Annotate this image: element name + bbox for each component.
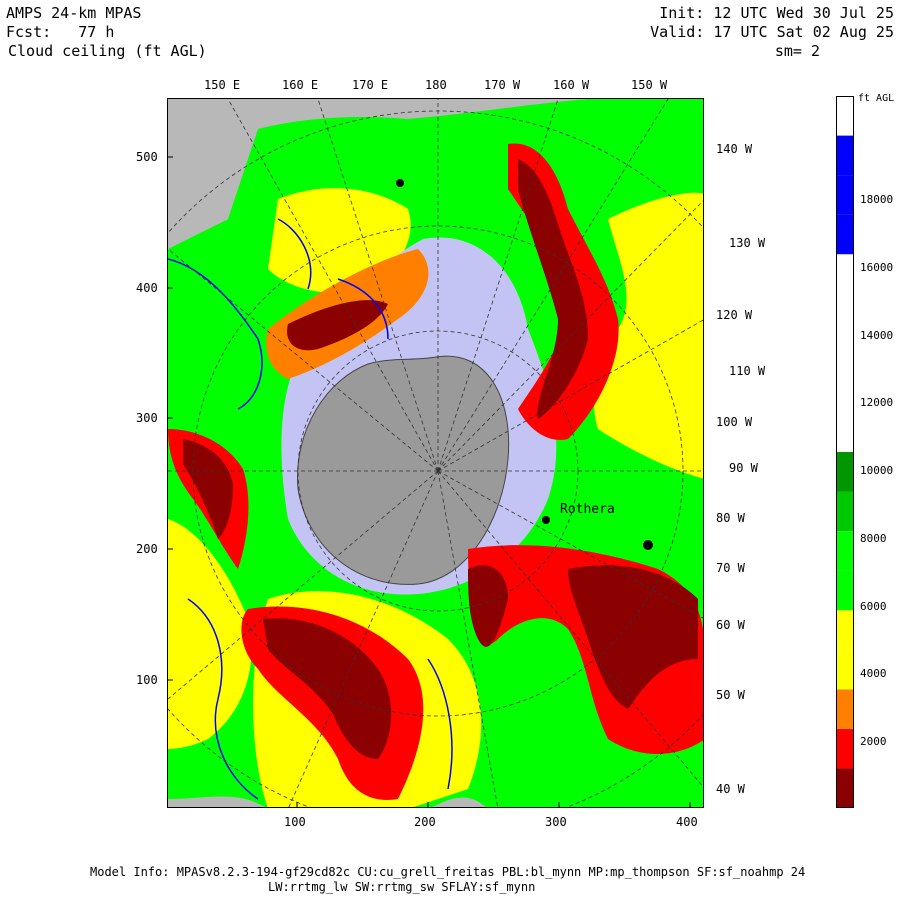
colorbar-segment (836, 649, 854, 690)
x-tick-label: 200 (414, 815, 436, 829)
colorbar-segment (836, 96, 854, 136)
colorbar-segment (836, 570, 854, 611)
colorbar-label: 2000 (860, 735, 887, 748)
lon-label-right: 60 W (716, 618, 745, 632)
colorbar-label: 6000 (860, 600, 887, 613)
product-title: AMPS 24-km MPAS (6, 4, 142, 22)
model-info-line1: Model Info: MPASv8.2.3-194-gf29cd82c CU:… (90, 865, 806, 879)
y-tick-label: 100 (136, 673, 158, 687)
yellow-region-west (168, 519, 252, 749)
map-panel: Rothera (167, 98, 704, 808)
lon-label-right: 140 W (716, 142, 753, 156)
colorbar-unit: ft AGL (858, 93, 895, 104)
lon-label-top: 150 E (204, 78, 241, 92)
colorbar-segment (836, 689, 854, 729)
colorbar-segment (836, 175, 854, 215)
colorbar-label: 12000 (860, 396, 894, 409)
antarctic-continent (297, 355, 510, 585)
lon-label-top: 170 W (484, 78, 521, 92)
colorbar-segment (836, 372, 854, 413)
colorbar-segment (836, 293, 854, 334)
colorbar-segment (836, 135, 854, 176)
lon-label-right: 90 W (729, 461, 758, 475)
lon-label-top: 180 (425, 78, 447, 92)
valid-time: Valid: 17 UTC Sat 02 Aug 25 (650, 23, 894, 41)
colorbar-label: 10000 (860, 464, 894, 477)
colorbar-segment (836, 610, 854, 650)
station-marker-east (643, 540, 653, 550)
colorbar-segment (836, 254, 854, 294)
smoothing-label: sm= 2 (774, 42, 820, 60)
x-tick-label: 100 (284, 815, 306, 829)
darkred-streak-west (183, 439, 233, 539)
lon-label-top: 150 W (631, 78, 668, 92)
lon-label-top: 170 E (352, 78, 389, 92)
y-tick-label: 300 (136, 411, 158, 425)
lon-label-top: 160 E (282, 78, 319, 92)
lon-label-right: 100 W (716, 415, 753, 429)
colorbar-border (836, 96, 854, 808)
colorbar-label: 8000 (860, 532, 887, 545)
lon-label-right: 130 W (729, 236, 766, 250)
lon-label-top: 160 W (553, 78, 590, 92)
darkred-core-southeast (568, 565, 698, 709)
init-time: Init: 12 UTC Wed 30 Jul 25 (659, 4, 894, 22)
x-tick-label: 400 (676, 815, 698, 829)
colorbar-segment (836, 214, 854, 255)
forecast-hour: Fcst: 77 h (6, 23, 115, 41)
y-tick-label: 200 (136, 542, 158, 556)
colorbar-segment (836, 491, 854, 532)
colorbar-segment (836, 531, 854, 571)
x-tick-label: 300 (545, 815, 567, 829)
colorbar-segment (836, 452, 854, 492)
lon-label-right: 80 W (716, 511, 745, 525)
darkred-core-southwest (263, 618, 392, 759)
colorbar-segment (836, 728, 854, 769)
cloud-ceiling-map: Rothera (168, 99, 703, 807)
station-label-rothera: Rothera (560, 502, 615, 517)
colorbar-label: 16000 (860, 261, 894, 274)
lon-label-right: 50 W (716, 688, 745, 702)
colorbar-label: 14000 (860, 329, 894, 342)
colorbar-segment (836, 333, 854, 373)
field-name: Cloud ceiling (ft AGL) (8, 42, 207, 60)
darkred-core-south (468, 565, 508, 647)
lon-label-right: 70 W (716, 561, 745, 575)
y-tick-label: 400 (136, 281, 158, 295)
graticule (168, 99, 703, 807)
y-tick-label: 500 (136, 150, 158, 164)
colorbar-segment (836, 412, 854, 452)
yellow-region-east (594, 192, 703, 479)
lon-label-right: 110 W (729, 364, 766, 378)
darkred-band-east (518, 159, 588, 419)
lon-label-right: 40 W (716, 782, 745, 796)
station-marker-north (396, 179, 404, 187)
colorbar-segment (836, 768, 854, 808)
colorbar-label: 4000 (860, 667, 887, 680)
colorbar-label: 18000 (860, 193, 894, 206)
model-info-line2: LW:rrtmg_lw SW:rrtmg_sw SFLAY:sf_mynn (268, 880, 536, 894)
darkred-band-north (287, 300, 388, 351)
blue-contours (168, 218, 453, 800)
colorbar (836, 96, 854, 808)
station-marker-rothera (542, 516, 550, 524)
lon-label-right: 120 W (716, 308, 753, 322)
